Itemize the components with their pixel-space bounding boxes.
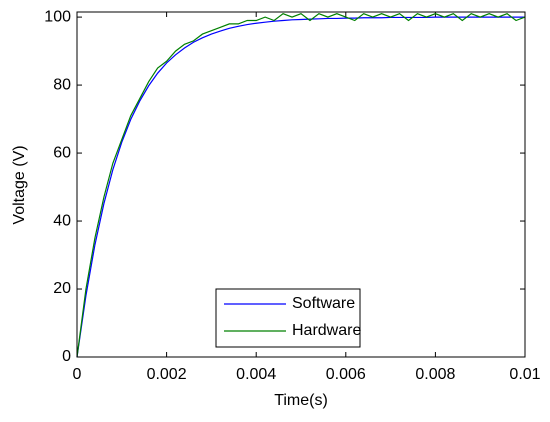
y-tick-label: 60 — [53, 144, 71, 161]
legend-label: Hardware — [292, 322, 361, 339]
x-tick-label: 0.004 — [236, 366, 276, 383]
y-tick-label: 100 — [44, 8, 71, 25]
y-tick-label: 0 — [62, 348, 71, 365]
y-tick-label: 20 — [53, 280, 71, 297]
series-line — [76, 16, 525, 358]
y-tick-label: 80 — [53, 76, 71, 93]
x-tick-label: 0 — [73, 366, 82, 383]
x-tick-label: 0.002 — [147, 366, 187, 383]
legend-box — [215, 288, 361, 348]
legend-label: Software — [292, 295, 355, 312]
x-tick-label: 0.01 — [509, 366, 540, 383]
y-tick-label: 40 — [53, 212, 71, 229]
series-line — [76, 13, 526, 358]
x-axis-label: Time(s) — [274, 392, 328, 409]
x-tick-label: 0.006 — [326, 366, 366, 383]
plot-frame — [76, 11, 526, 358]
y-axis-label: Voltage (V) — [11, 145, 28, 224]
x-tick-label: 0.008 — [415, 366, 455, 383]
